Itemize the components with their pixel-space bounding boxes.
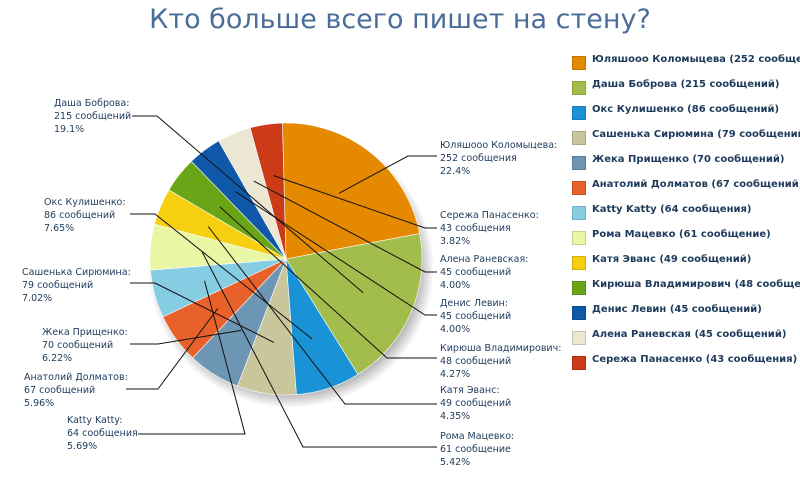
legend-item-3[interactable]: Окс Кулишенко (86 сообщений)	[566, 101, 800, 126]
slice-label-name-7: Katty Katty:	[67, 415, 122, 426]
slice-label-percent-4: 7.02%	[22, 293, 52, 304]
legend-swatch-2	[572, 81, 586, 95]
legend: Юляшооо Коломыцева (252 сообщения) Даша Б…	[566, 51, 800, 376]
slice-label-name-2: Даша Боброва:	[54, 98, 129, 109]
slice-label-count-2: 215 сообщений	[54, 111, 131, 122]
legend-label-3: Окс Кулишенко (86 сообщений)	[592, 104, 780, 115]
legend-label-9: Катя Эванс (49 сообщений)	[592, 254, 752, 265]
legend-item-13[interactable]: Сережа Панасенко (43 сообщения)	[566, 351, 800, 376]
slice-label-count-6: 67 сообщений	[24, 385, 95, 396]
legend-item-5[interactable]: Жека Прищенко (70 сообщений)	[566, 151, 800, 176]
legend-label-11: Денис Левин (45 сообщений)	[592, 304, 762, 315]
leader-line-3	[130, 213, 313, 340]
legend-swatch-12	[572, 331, 586, 345]
slice-label-percent-6: 5.96%	[24, 398, 54, 409]
legend-label-5: Жека Прищенко (70 сообщений)	[592, 154, 785, 165]
slice-label-count-12: 45 сообщений	[440, 267, 511, 278]
leader-line-7	[138, 280, 246, 435]
slice-label-percent-2: 19.1%	[54, 124, 84, 135]
slice-label-name-6: Анатолий Долматов:	[24, 372, 128, 383]
leader-line-11	[235, 191, 437, 316]
slice-label-name-11: Денис Левин:	[440, 298, 508, 309]
slice-label-name-3: Окс Кулишенко:	[44, 197, 126, 208]
legend-item-1[interactable]: Юляшооо Коломыцева (252 сообщения)	[566, 51, 800, 76]
slice-label-percent-11: 4.00%	[440, 324, 470, 335]
legend-swatch-8	[572, 231, 586, 245]
slice-label-count-4: 79 сообщений	[22, 280, 93, 291]
legend-swatch-5	[572, 156, 586, 170]
slice-label-percent-1: 22.4%	[440, 166, 470, 177]
slice-label-count-1: 252 сообщения	[440, 153, 517, 164]
legend-label-1: Юляшооо Коломыцева (252 сообщения)	[592, 54, 800, 65]
legend-label-12: Алена Раневская (45 сообщений)	[592, 329, 787, 340]
legend-label-7: Katty Katty (64 сообщения)	[592, 204, 752, 215]
legend-label-10: Кирюша Владимирович (48 сообщений)	[592, 279, 800, 290]
slice-label-count-5: 70 сообщений	[42, 340, 113, 351]
legend-item-2[interactable]: Даша Боброва (215 сообщений)	[566, 76, 800, 101]
slice-label-percent-13: 3.82%	[440, 236, 470, 247]
legend-item-10[interactable]: Кирюша Владимирович (48 сообщений)	[566, 276, 800, 301]
leader-line-9	[207, 226, 437, 405]
slice-label-name-1: Юляшооо Коломыцева:	[440, 140, 557, 151]
leader-line-1	[338, 155, 437, 194]
pie-slice-13[interactable]	[249, 122, 287, 260]
legend-label-6: Анатолий Долматов (67 сообщений)	[592, 179, 800, 190]
legend-item-7[interactable]: Katty Katty (64 сообщения)	[566, 201, 800, 226]
slice-label-count-10: 48 сообщений	[440, 356, 511, 367]
legend-swatch-7	[572, 206, 586, 220]
legend-label-13: Сережа Панасенко (43 сообщения)	[592, 354, 798, 365]
leader-line-13	[273, 175, 437, 229]
slice-label-count-13: 43 сообщения	[440, 223, 511, 234]
legend-swatch-6	[572, 181, 586, 195]
slice-label-name-10: Кирюша Владимирович:	[440, 343, 561, 354]
slice-label-name-4: Сашенька Сирюмина:	[22, 267, 131, 278]
legend-item-9[interactable]: Катя Эванс (49 сообщений)	[566, 251, 800, 276]
legend-swatch-4	[572, 131, 586, 145]
slice-label-percent-8: 5.42%	[440, 457, 470, 468]
slice-label-name-13: Сережа Панасенко:	[440, 210, 539, 221]
legend-label-2: Даша Боброва (215 сообщений)	[592, 79, 780, 90]
pie-slice-1[interactable]	[282, 122, 420, 260]
leader-line-5	[130, 329, 242, 345]
slice-label-name-12: Алена Раневская:	[440, 254, 528, 265]
leader-line-12	[253, 180, 437, 273]
legend-label-8: Рома Мацевко (61 сообщение)	[592, 229, 771, 240]
slice-label-count-7: 64 сообщения	[67, 428, 138, 439]
legend-item-12[interactable]: Алена Раневская (45 сообщений)	[566, 326, 800, 351]
slice-label-name-8: Рома Мацевко:	[440, 431, 514, 442]
chart-title: Кто больше всего пишет на стену?	[149, 4, 651, 35]
legend-item-6[interactable]: Анатолий Долматов (67 сообщений)	[566, 176, 800, 201]
leader-line-2	[132, 115, 364, 294]
slice-label-count-9: 49 сообщений	[440, 398, 511, 409]
legend-swatch-11	[572, 306, 586, 320]
slice-label-percent-5: 6.22%	[42, 353, 72, 364]
slice-label-count-8: 61 сообщение	[440, 444, 511, 455]
slice-label-percent-7: 5.69%	[67, 441, 97, 452]
slice-label-percent-3: 7.65%	[44, 223, 74, 234]
slice-label-count-3: 86 сообщений	[44, 210, 115, 221]
legend-item-8[interactable]: Рома Мацевко (61 сообщение)	[566, 226, 800, 251]
legend-item-11[interactable]: Денис Левин (45 сообщений)	[566, 301, 800, 326]
slice-label-name-5: Жека Прищенко:	[42, 327, 128, 338]
legend-item-4[interactable]: Сашенька Сирюмина (79 сообщений)	[566, 126, 800, 151]
slice-label-percent-9: 4.35%	[440, 411, 470, 422]
legend-swatch-1	[572, 56, 586, 70]
legend-label-4: Сашенька Сирюмина (79 сообщений)	[592, 129, 800, 140]
slice-label-name-9: Катя Эванс:	[440, 385, 500, 396]
legend-swatch-9	[572, 256, 586, 270]
slice-label-percent-12: 4.00%	[440, 280, 470, 291]
legend-swatch-13	[572, 356, 586, 370]
leader-line-10	[219, 206, 437, 359]
slice-label-percent-10: 4.27%	[440, 369, 470, 380]
leader-line-4	[130, 282, 275, 343]
leader-line-6	[126, 308, 219, 390]
leader-line-8	[201, 251, 437, 448]
legend-swatch-10	[572, 281, 586, 295]
slice-label-count-11: 45 сообщений	[440, 311, 511, 322]
legend-swatch-3	[572, 106, 586, 120]
pie-slice-2[interactable]	[285, 233, 423, 375]
